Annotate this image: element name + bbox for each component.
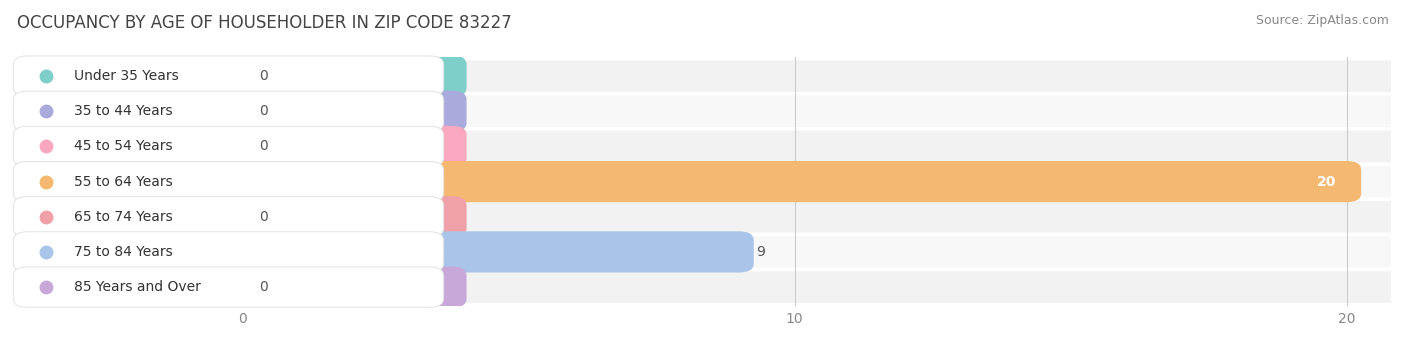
FancyBboxPatch shape <box>228 231 754 272</box>
FancyBboxPatch shape <box>13 162 444 202</box>
FancyBboxPatch shape <box>21 236 1391 268</box>
FancyBboxPatch shape <box>13 126 444 166</box>
Text: Under 35 Years: Under 35 Years <box>75 69 179 83</box>
FancyBboxPatch shape <box>21 131 1391 162</box>
Text: 0: 0 <box>259 139 267 153</box>
Text: 35 to 44 Years: 35 to 44 Years <box>75 104 173 118</box>
Text: 0: 0 <box>259 210 267 224</box>
FancyBboxPatch shape <box>13 232 444 272</box>
FancyBboxPatch shape <box>13 197 444 237</box>
FancyBboxPatch shape <box>21 95 1391 127</box>
Text: 45 to 54 Years: 45 to 54 Years <box>75 139 173 153</box>
FancyBboxPatch shape <box>228 267 467 308</box>
Text: 0: 0 <box>259 280 267 294</box>
FancyBboxPatch shape <box>228 126 467 167</box>
Text: 85 Years and Over: 85 Years and Over <box>75 280 201 294</box>
FancyBboxPatch shape <box>21 60 1391 92</box>
Text: 0: 0 <box>259 69 267 83</box>
FancyBboxPatch shape <box>13 91 444 131</box>
FancyBboxPatch shape <box>228 161 1361 202</box>
Text: 75 to 84 Years: 75 to 84 Years <box>75 245 173 259</box>
FancyBboxPatch shape <box>21 271 1391 303</box>
Text: Source: ZipAtlas.com: Source: ZipAtlas.com <box>1256 14 1389 27</box>
Text: 65 to 74 Years: 65 to 74 Years <box>75 210 173 224</box>
FancyBboxPatch shape <box>21 166 1391 197</box>
FancyBboxPatch shape <box>228 91 467 132</box>
FancyBboxPatch shape <box>13 267 444 307</box>
Text: OCCUPANCY BY AGE OF HOUSEHOLDER IN ZIP CODE 83227: OCCUPANCY BY AGE OF HOUSEHOLDER IN ZIP C… <box>17 14 512 32</box>
Text: 9: 9 <box>756 245 765 259</box>
Text: 55 to 64 Years: 55 to 64 Years <box>75 175 173 189</box>
FancyBboxPatch shape <box>228 56 467 97</box>
Text: 0: 0 <box>259 104 267 118</box>
Text: 20: 20 <box>1316 175 1336 189</box>
FancyBboxPatch shape <box>13 56 444 96</box>
FancyBboxPatch shape <box>21 201 1391 233</box>
FancyBboxPatch shape <box>228 196 467 237</box>
